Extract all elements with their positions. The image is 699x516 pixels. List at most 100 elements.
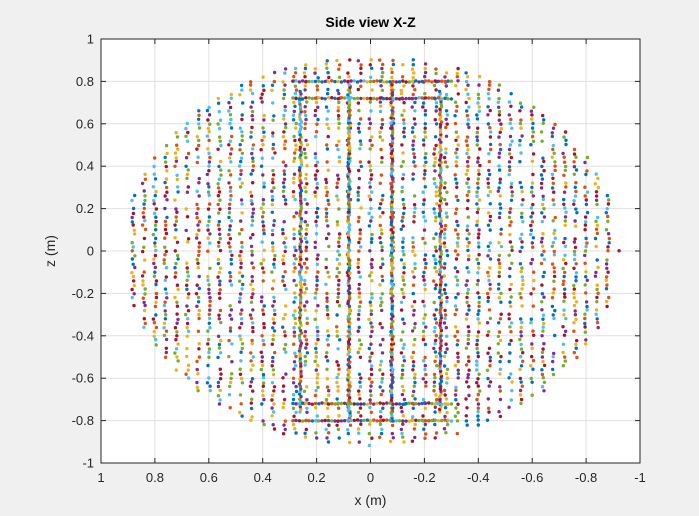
- data-point: [261, 210, 266, 215]
- data-point: [412, 343, 416, 347]
- data-point: [378, 322, 382, 326]
- data-point: [438, 110, 443, 114]
- data-point: [260, 363, 265, 368]
- data-point: [412, 220, 416, 224]
- data-point: [467, 96, 471, 101]
- data-point: [389, 393, 394, 397]
- data-point: [336, 419, 340, 423]
- data-point: [348, 90, 352, 95]
- data-point: [434, 122, 439, 126]
- data-point: [298, 178, 302, 183]
- data-point: [488, 241, 492, 245]
- data-point: [142, 300, 146, 305]
- data-point: [497, 261, 502, 266]
- data-point: [297, 168, 302, 172]
- data-point: [250, 151, 254, 156]
- data-point: [175, 355, 179, 359]
- data-point: [606, 202, 611, 206]
- data-point: [389, 146, 393, 151]
- data-point: [357, 291, 362, 295]
- data-point: [174, 159, 179, 163]
- data-point: [467, 125, 471, 130]
- data-point: [498, 397, 503, 402]
- data-point: [299, 374, 303, 378]
- data-point: [303, 75, 307, 79]
- data-point: [335, 181, 339, 185]
- data-point: [326, 96, 331, 100]
- data-point: [438, 351, 442, 356]
- data-point: [140, 223, 145, 227]
- data-point: [433, 350, 438, 354]
- data-point: [378, 343, 383, 347]
- data-point: [164, 313, 168, 317]
- data-point: [336, 114, 341, 118]
- data-point: [583, 249, 588, 253]
- data-point: [497, 410, 501, 414]
- data-point: [196, 261, 200, 265]
- data-point: [297, 326, 302, 330]
- data-point: [477, 232, 481, 236]
- data-point: [594, 219, 598, 223]
- data-point: [357, 431, 361, 435]
- data-point: [390, 324, 394, 329]
- data-point: [260, 355, 264, 359]
- data-point: [519, 269, 523, 274]
- data-point: [389, 373, 394, 377]
- data-point: [303, 308, 307, 312]
- data-point: [391, 58, 395, 63]
- data-point: [367, 443, 372, 448]
- data-point: [444, 147, 448, 151]
- data-point: [356, 219, 361, 224]
- y-tick-label: 0.6: [76, 116, 94, 131]
- data-point: [299, 364, 303, 368]
- data-point: [385, 80, 389, 84]
- data-point: [443, 406, 448, 410]
- data-point: [368, 185, 372, 189]
- data-point: [402, 135, 406, 139]
- data-point: [317, 419, 321, 423]
- data-point: [397, 80, 402, 84]
- data-point: [573, 313, 578, 317]
- data-point: [207, 113, 212, 117]
- data-point: [282, 220, 286, 224]
- data-point: [508, 207, 513, 211]
- data-point: [337, 278, 341, 283]
- data-point: [228, 156, 232, 160]
- data-point: [583, 325, 587, 329]
- data-point: [228, 189, 233, 193]
- data-point: [432, 384, 436, 388]
- data-point: [303, 363, 307, 367]
- data-point: [401, 62, 405, 67]
- data-point: [173, 236, 177, 240]
- data-point: [497, 330, 502, 334]
- data-point: [391, 225, 395, 229]
- data-point: [302, 261, 307, 266]
- x-tick-label: -0.4: [467, 470, 489, 485]
- data-point: [165, 190, 169, 194]
- data-point: [553, 236, 557, 240]
- data-point: [379, 409, 383, 414]
- data-point: [542, 118, 546, 122]
- data-point: [347, 391, 351, 395]
- data-point: [369, 312, 373, 316]
- data-point: [270, 198, 275, 202]
- data-point: [336, 198, 340, 202]
- data-point: [348, 159, 352, 163]
- data-point: [175, 210, 179, 214]
- data-point: [141, 283, 145, 287]
- data-point: [424, 380, 428, 384]
- data-point: [271, 279, 276, 283]
- data-point: [575, 211, 579, 215]
- data-point: [359, 414, 363, 418]
- data-point: [197, 249, 201, 253]
- data-point: [564, 181, 568, 185]
- data-point: [272, 257, 277, 262]
- data-point: [380, 248, 384, 253]
- data-point: [304, 210, 308, 215]
- data-point: [130, 287, 134, 292]
- data-point: [284, 202, 288, 206]
- data-point: [381, 62, 385, 67]
- y-tick-label: -0.8: [72, 413, 94, 428]
- data-point: [476, 409, 480, 414]
- data-point: [607, 241, 611, 245]
